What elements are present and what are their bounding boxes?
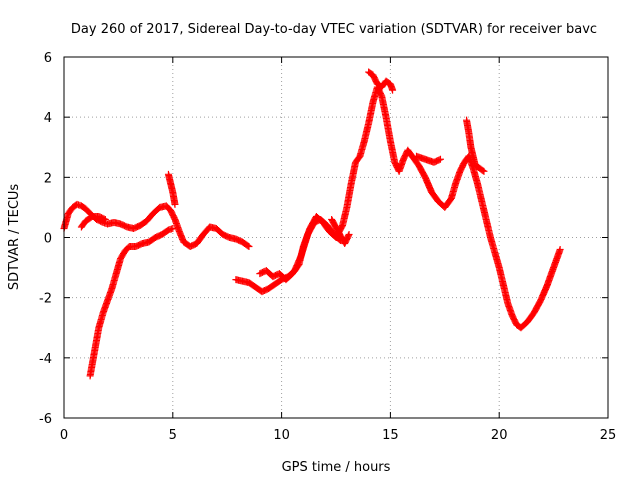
x-tick-label: 15 xyxy=(382,428,399,443)
y-axis-label: SDTVAR / TECUs xyxy=(7,184,22,291)
y-tick-label: -4 xyxy=(39,352,52,367)
plot-frame xyxy=(63,56,609,419)
data-point xyxy=(101,215,109,223)
data-series xyxy=(60,68,564,380)
y-tick-label: -6 xyxy=(39,412,52,427)
data-point xyxy=(344,232,352,240)
data-point xyxy=(389,86,397,94)
data-point xyxy=(169,224,177,232)
y-tick-label: 6 xyxy=(44,51,52,66)
x-tick-label: 20 xyxy=(491,428,508,443)
x-tick-label: 0 xyxy=(60,428,68,443)
x-axis-label: GPS time / hours xyxy=(282,460,391,475)
y-tick-label: 2 xyxy=(44,171,52,186)
data-point xyxy=(345,230,353,238)
data-point xyxy=(480,167,488,175)
x-tick-label: 5 xyxy=(169,428,177,443)
y-tick-label: 4 xyxy=(44,111,52,126)
x-tick-label: 25 xyxy=(600,428,617,443)
chart-title: Day 260 of 2017, Sidereal Day-to-day VTE… xyxy=(71,22,597,37)
data-point xyxy=(435,156,443,164)
data-point xyxy=(100,215,108,223)
y-tick-label: 0 xyxy=(44,232,52,247)
data-point xyxy=(171,200,179,208)
y-tick-label: -2 xyxy=(39,292,52,307)
data-point xyxy=(436,155,444,163)
data-point xyxy=(556,246,564,254)
data-point xyxy=(245,243,253,251)
x-tick-label: 10 xyxy=(273,428,290,443)
data-point xyxy=(244,242,252,250)
data-point xyxy=(479,167,487,175)
